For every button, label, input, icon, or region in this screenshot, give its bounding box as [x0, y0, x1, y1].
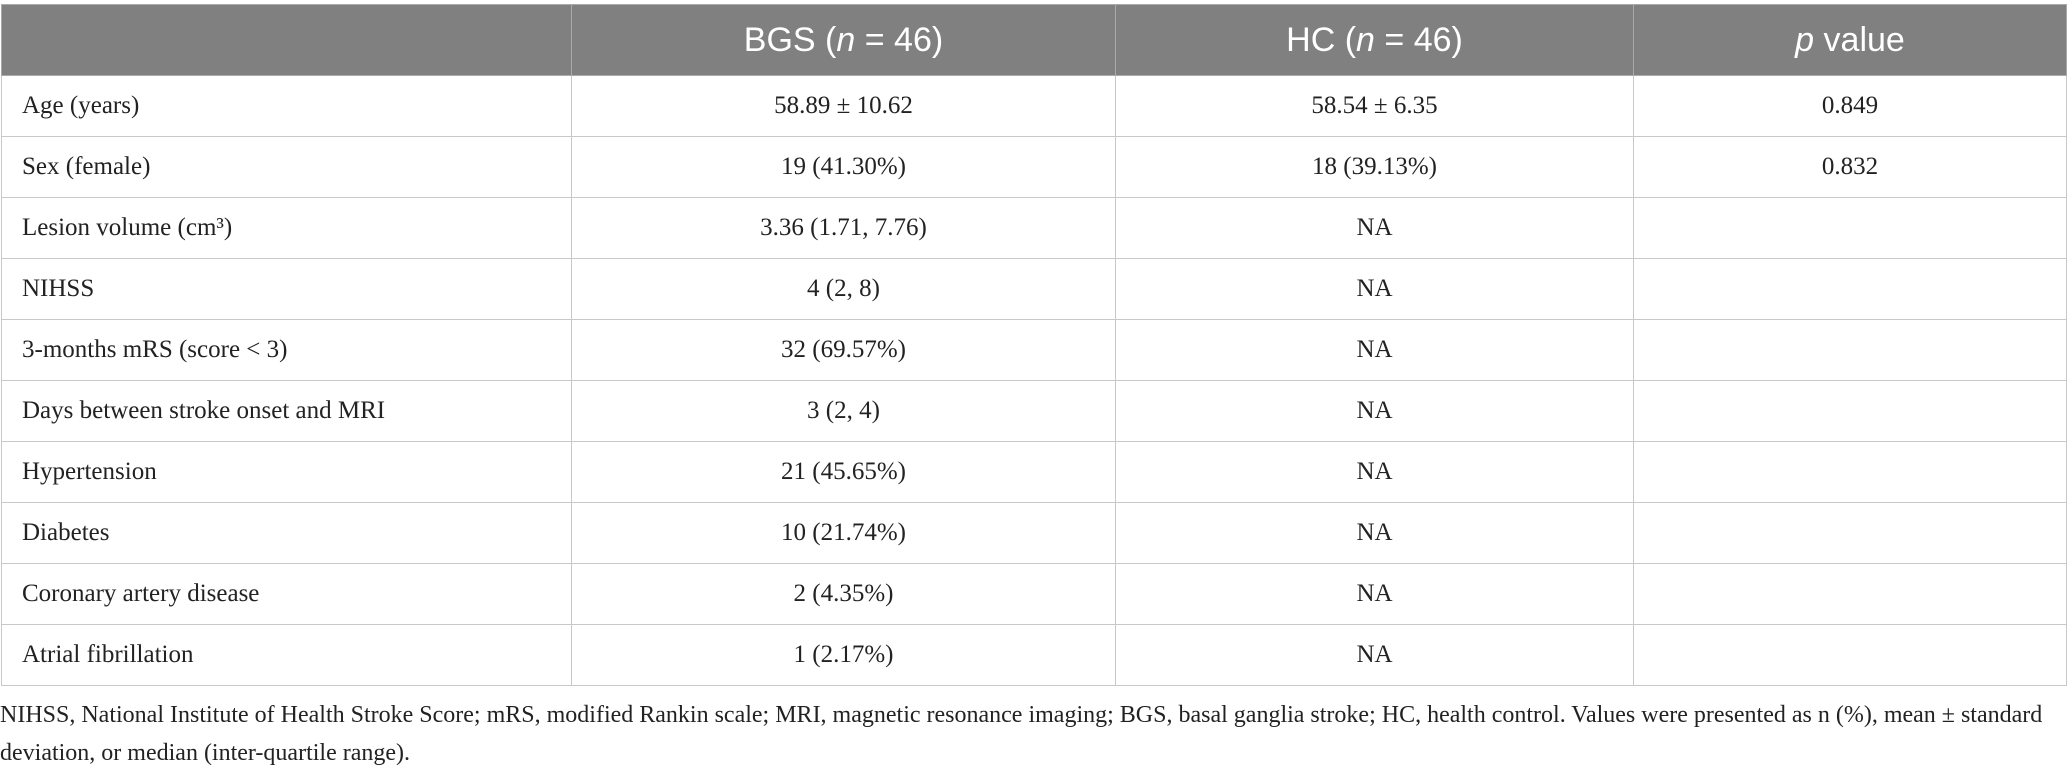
empty-cell [1633, 380, 2067, 442]
table-row: Hypertension 21 (45.65%) NA [1, 441, 2067, 503]
cell: NA [1115, 441, 1634, 503]
cell: 58.54 ± 6.35 [1115, 75, 1634, 137]
cell: NA [1115, 380, 1634, 442]
cell: 0.849 [1633, 75, 2067, 137]
row-label: Diabetes [1, 502, 572, 564]
header-cell [1, 4, 572, 76]
empty-cell [1633, 319, 2067, 381]
empty-cell [1633, 502, 2067, 564]
header-text: = 46) [1374, 20, 1463, 59]
row-label: Sex (female) [1, 136, 572, 198]
header-text: p [1795, 20, 1815, 59]
row-label: Days between stroke onset and MRI [1, 380, 572, 442]
header-cell: p value [1633, 4, 2067, 76]
cell: 10 (21.74%) [571, 502, 1116, 564]
footnote: NIHSS, National Institute of Health Stro… [0, 702, 2043, 766]
cell: 58.89 ± 10.62 [571, 75, 1116, 137]
table-row: NIHSS 4 (2, 8) NA [1, 258, 2067, 320]
cell: 3 (2, 4) [571, 380, 1116, 442]
cell: NA [1115, 624, 1634, 686]
table-row: Coronary artery disease 2 (4.35%) NA [1, 563, 2067, 625]
table-row: Age (years) 58.89 ± 10.62 58.54 ± 6.35 0.84… [1, 75, 2067, 137]
table-row: Sex (female) 19 (41.30%) 18 (39.13%) 0.832 [1, 136, 2067, 198]
cell: 18 (39.13%) [1115, 136, 1634, 198]
header-text: HC ( [1286, 20, 1357, 59]
cell: NA [1115, 258, 1634, 320]
row-label: NIHSS [1, 258, 572, 320]
cell: 0.832 [1633, 136, 2067, 198]
page: BGS (n = 46) HC (n = 46) p value Age (year… [0, 4, 2067, 772]
header-row: BGS (n = 46) HC (n = 46) p value [1, 4, 2067, 76]
table-row: Atrial fibrillation 1 (2.17%) NA [1, 624, 2067, 686]
row-label: Hypertension [1, 441, 572, 503]
header-cell: HC (n = 46) [1115, 4, 1634, 76]
table-row: Diabetes 10 (21.74%) NA [1, 502, 2067, 564]
data-table: BGS (n = 46) HC (n = 46) p value Age (year… [1, 4, 2067, 686]
cell: 1 (2.17%) [571, 624, 1116, 686]
cell: 32 (69.57%) [571, 319, 1116, 381]
empty-cell [1633, 197, 2067, 259]
cell: 3.36 (1.71, 7.76) [571, 197, 1116, 259]
table-row: Days between stroke onset and MRI 3 (2, 4… [1, 380, 2067, 442]
cell: 4 (2, 8) [571, 258, 1116, 320]
header-text: n [836, 20, 856, 59]
cell: NA [1115, 197, 1634, 259]
cell: NA [1115, 319, 1634, 381]
empty-cell [1633, 624, 2067, 686]
row-label: Lesion volume (cm³) [1, 197, 572, 259]
header-text: value [1814, 20, 1905, 59]
row-label: 3-months mRS (score < 3) [1, 319, 572, 381]
empty-cell [1633, 441, 2067, 503]
header-text: = 46) [855, 20, 944, 59]
row-label: Atrial fibrillation [1, 624, 572, 686]
cell: 19 (41.30%) [571, 136, 1116, 198]
header-text: BGS ( [743, 20, 837, 59]
table-row: Lesion volume (cm³) 3.36 (1.71, 7.76) NA [1, 197, 2067, 259]
cell: 2 (4.35%) [571, 563, 1116, 625]
row-label: Coronary artery disease [1, 563, 572, 625]
cell: NA [1115, 563, 1634, 625]
cell: NA [1115, 502, 1634, 564]
row-label: Age (years) [1, 75, 572, 137]
cell: 21 (45.65%) [571, 441, 1116, 503]
table-row: 3-months mRS (score < 3) 32 (69.57%) NA [1, 319, 2067, 381]
header-text: n [1356, 20, 1375, 59]
empty-cell [1633, 258, 2067, 320]
header-cell: BGS (n = 46) [571, 4, 1116, 76]
empty-cell [1633, 563, 2067, 625]
